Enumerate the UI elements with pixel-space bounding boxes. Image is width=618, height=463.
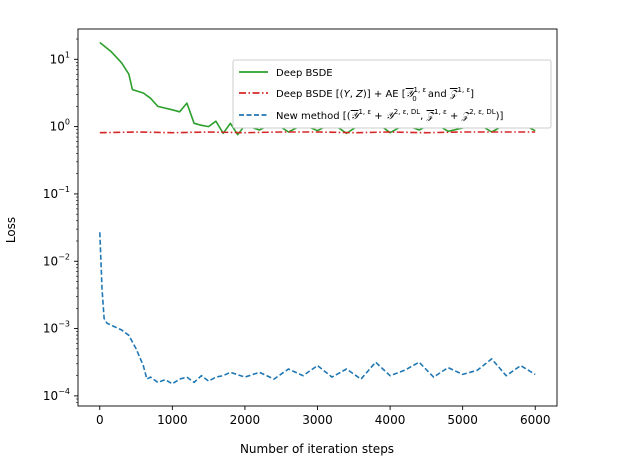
- y-axis: 101 100 10−1 10−2 10−3 10−4: [43, 38, 78, 403]
- y-tick-label: 10−4: [43, 387, 70, 403]
- x-tick-label: 5000: [447, 413, 478, 427]
- legend-label-new-method: New method [(𝒴1, ε + 𝒴2, ε, DL, 𝒵1, ε + …: [276, 108, 504, 122]
- x-tick-label: 4000: [375, 413, 406, 427]
- y-tick-label: 101: [50, 50, 70, 66]
- x-tick-label: 1000: [157, 413, 188, 427]
- y-tick-label: 10−1: [43, 185, 70, 201]
- y-tick-label: 10−3: [43, 320, 70, 336]
- series-line-1: [99, 131, 536, 134]
- legend-box: [232, 59, 552, 129]
- legend-label-deep-bsde: Deep BSDE: [276, 68, 333, 79]
- legend: Deep BSDE Deep BSDE [(Y, Z)] + AE [𝒴1, ε…: [232, 59, 552, 129]
- y-tick-label: 10−2: [43, 252, 70, 268]
- x-tick-label: 2000: [230, 413, 261, 427]
- x-axis: 0 1000 2000 3000 4000 5000 6000: [96, 406, 551, 427]
- y-tick-label: 100: [50, 118, 70, 134]
- x-axis-label: Number of iteration steps: [240, 442, 394, 456]
- x-tick-label: 3000: [302, 413, 333, 427]
- x-tick-label: 0: [96, 413, 104, 427]
- x-tick-label: 6000: [520, 413, 551, 427]
- series-line-2: [99, 232, 536, 385]
- y-axis-label: Loss: [4, 217, 18, 243]
